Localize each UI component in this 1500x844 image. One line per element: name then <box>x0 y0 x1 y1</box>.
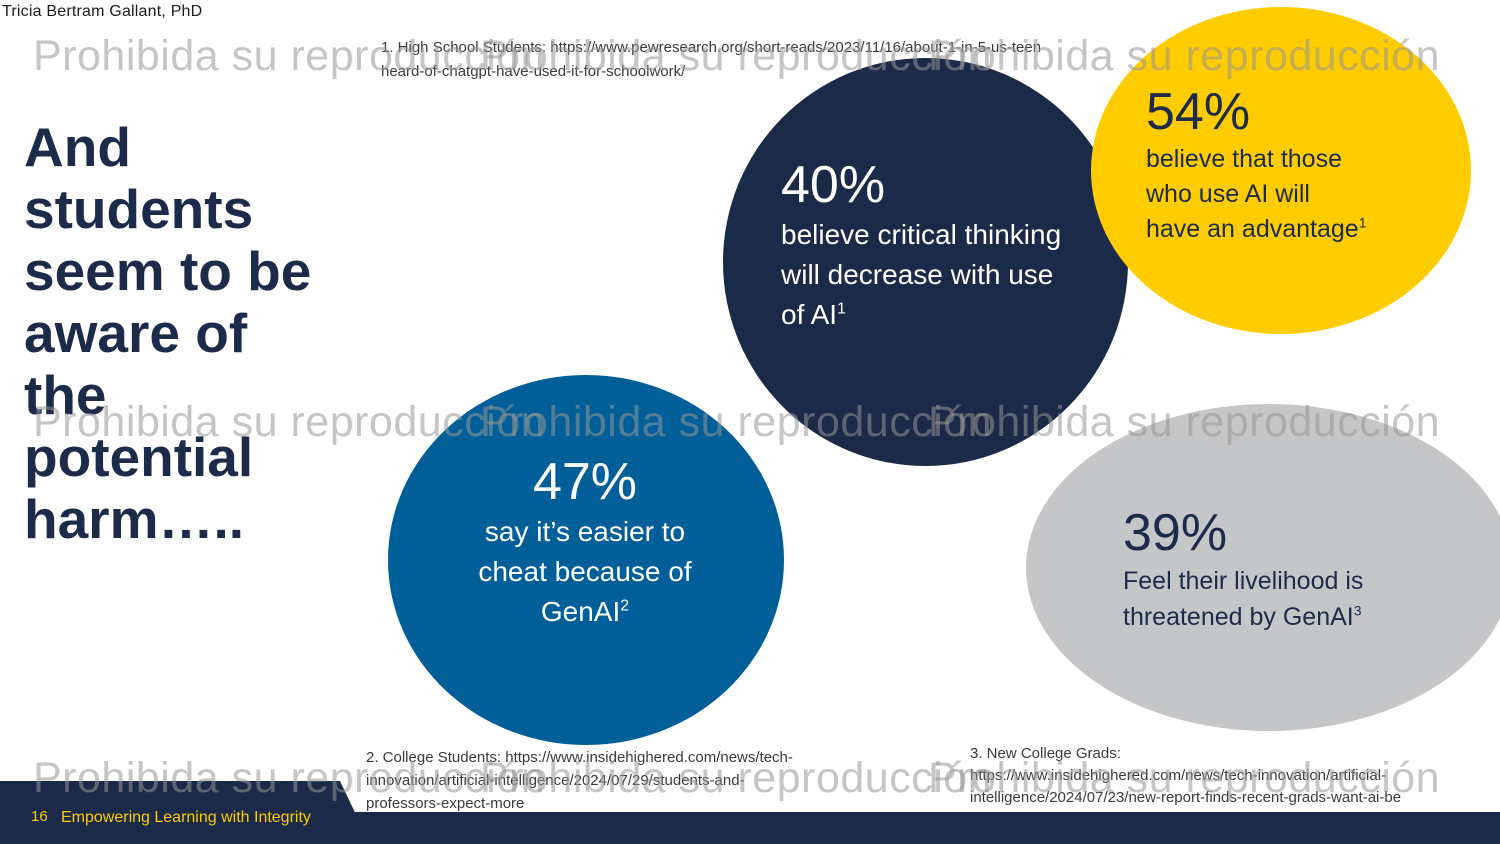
stat-39-block: 39% Feel their livelihood is threatened … <box>1123 503 1453 635</box>
footnote-ref: 1 <box>837 300 846 318</box>
stat-circle-blue <box>388 375 784 745</box>
author-name: Tricia Bertram Gallant, PhD <box>2 3 203 20</box>
stat-54-block: 54% believe that those who use AI will h… <box>1146 82 1446 247</box>
stat-percent: 39% <box>1123 504 1228 562</box>
footnote-2[interactable]: 2. College Students: https://www.insideh… <box>366 749 793 812</box>
stat-percent: 47% <box>532 453 638 511</box>
stat-description: Feel their livelihood is threatened by G… <box>1123 567 1364 631</box>
footnote-3[interactable]: 3. New College Grads: https://www.inside… <box>970 745 1402 806</box>
footnote-1[interactable]: 1. High School Students: https://www.pew… <box>381 39 1042 80</box>
page-number: 16 <box>31 808 48 825</box>
footer-tagline: Empowering Learning with Integrity <box>61 809 311 826</box>
stat-circle-navy <box>723 58 1128 466</box>
footer-tab <box>0 781 370 844</box>
stat-percent: 40% <box>781 156 886 214</box>
slide-title: And students seem to be aware of the pot… <box>24 116 312 550</box>
footnote-ref: 2 <box>620 597 630 615</box>
stat-circle-yellow <box>1091 7 1471 334</box>
stat-circle-gray <box>1026 404 1500 731</box>
footnote-ref: 1 <box>1358 214 1367 231</box>
stat-40-block: 40% believe critical thinking will decre… <box>781 155 1111 335</box>
stat-description: say it’s easier to cheat because of GenA… <box>478 516 692 627</box>
stat-47-block: 47% say it’s easier to cheat because of … <box>430 452 740 632</box>
stat-percent: 54% <box>1146 83 1251 141</box>
stat-description: believe that those who use AI will have … <box>1146 145 1367 243</box>
stat-description: believe critical thinking will decrease … <box>781 219 1062 330</box>
footnote-ref: 3 <box>1353 602 1362 619</box>
